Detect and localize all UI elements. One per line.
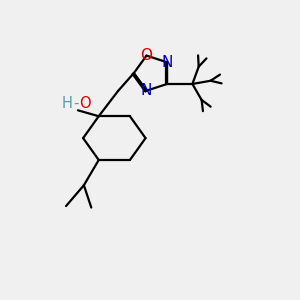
Text: H: H [61, 96, 72, 111]
Text: N: N [161, 55, 173, 70]
Text: N: N [141, 83, 152, 98]
Text: O: O [79, 96, 91, 111]
Text: O: O [140, 48, 152, 63]
Text: -: - [74, 96, 79, 111]
